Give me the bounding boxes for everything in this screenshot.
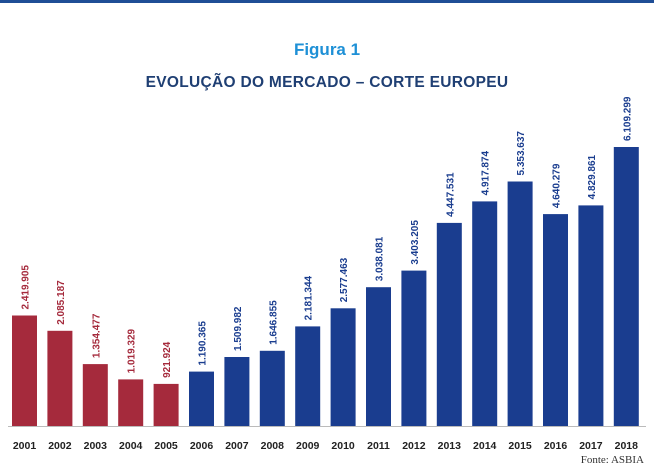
x-tick-2008: 2008 (261, 440, 285, 452)
x-tick-2003: 2003 (84, 440, 108, 452)
x-tick-2001: 2001 (13, 440, 37, 452)
bar-2010 (330, 308, 356, 426)
bar-2002 (47, 330, 73, 426)
value-label-2002: 2.085.187 (56, 280, 67, 325)
bar-2014 (472, 201, 498, 426)
bar-2007 (224, 357, 250, 426)
source-note: Fonte: ASBIA (580, 454, 644, 466)
x-tick-2007: 2007 (225, 440, 249, 452)
value-label-2005: 921.924 (162, 341, 173, 378)
value-label-2017: 4.829.861 (587, 154, 598, 199)
value-label-2007: 1.509.982 (233, 306, 244, 351)
value-label-2016: 4.640.279 (552, 163, 563, 208)
x-tick-2011: 2011 (367, 440, 390, 452)
x-tick-2002: 2002 (48, 440, 72, 452)
bar-2004 (118, 379, 144, 426)
bar-2001 (12, 315, 37, 426)
bar-2005 (153, 383, 179, 426)
value-label-2009: 2.181.344 (304, 275, 315, 320)
value-label-2015: 5.353.637 (516, 131, 527, 176)
chart-title: EVOLUÇÃO DO MERCADO – CORTE EUROPEU (145, 74, 509, 91)
x-tick-2017: 2017 (579, 440, 603, 452)
top-rule (0, 0, 654, 3)
x-tick-2005: 2005 (154, 440, 178, 452)
x-tick-2013: 2013 (438, 440, 462, 452)
value-label-2006: 1.190.365 (198, 321, 209, 366)
bar-2018 (613, 147, 639, 426)
value-label-2011: 3.038.081 (375, 236, 386, 281)
x-tick-2015: 2015 (508, 440, 532, 452)
bar-2003 (82, 364, 108, 426)
bar-2008 (259, 350, 285, 426)
bar-2011 (366, 287, 391, 426)
x-tick-2016: 2016 (544, 440, 568, 452)
bar-2015 (507, 181, 533, 426)
value-label-2004: 1.019.329 (127, 328, 138, 373)
value-label-2014: 4.917.874 (481, 150, 492, 195)
bar-2009 (295, 326, 321, 426)
value-label-2008: 1.646.855 (268, 300, 279, 345)
x-tick-2004: 2004 (119, 440, 143, 452)
bar-2016 (543, 214, 568, 426)
x-tick-2014: 2014 (473, 440, 497, 452)
x-tick-2018: 2018 (615, 440, 639, 452)
value-label-2012: 3.403.205 (410, 220, 421, 265)
figure-label: Figura 1 (293, 40, 361, 59)
x-tick-2009: 2009 (296, 440, 320, 452)
value-label-2003: 1.354.477 (91, 313, 102, 358)
value-label-2001: 2.419.905 (21, 265, 32, 310)
bar-2012 (401, 270, 427, 426)
bar-2017 (578, 205, 604, 426)
x-tick-2010: 2010 (331, 440, 355, 452)
value-label-2018: 6.109.299 (622, 96, 633, 141)
x-tick-2012: 2012 (402, 440, 426, 452)
x-tick-2006: 2006 (190, 440, 214, 452)
bar-2013 (436, 222, 462, 426)
value-label-2013: 4.447.531 (445, 172, 456, 217)
bar-2006 (189, 371, 214, 426)
value-label-2010: 2.577.463 (339, 257, 350, 302)
